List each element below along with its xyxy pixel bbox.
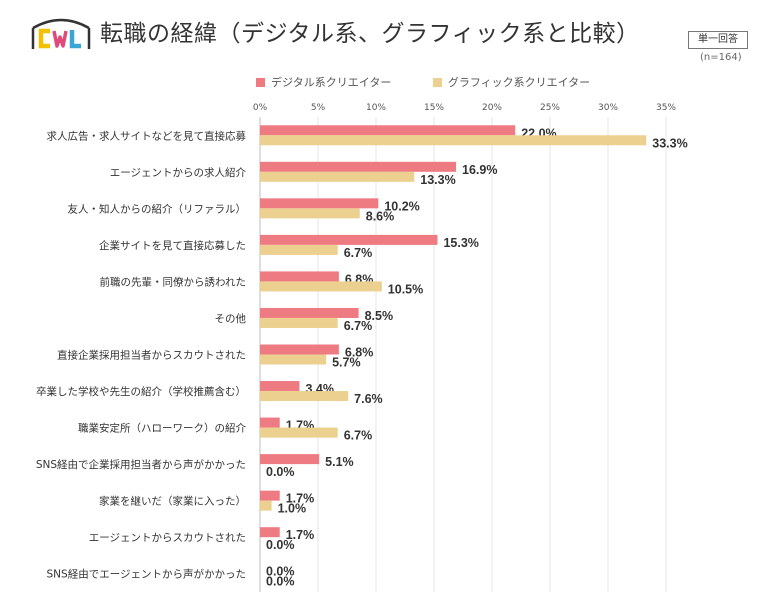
bar-graphic — [260, 317, 338, 328]
bar-digital — [260, 417, 280, 428]
legend-swatch-digital — [256, 77, 265, 87]
category-label: 友人・知人からの紹介（リファラル） — [68, 202, 247, 215]
data-label: 6.8% — [345, 346, 374, 360]
data-label: 8.6% — [366, 209, 395, 223]
x-tick-label: 25% — [540, 103, 560, 113]
category-label: 直接企業採用担当者からスカウトされた — [57, 349, 246, 362]
category-label: エージェントからスカウトされた — [89, 532, 246, 544]
legend-item-graphic: グラフィック系クリエイター — [432, 74, 591, 90]
category-label: エージェントからの求人紹介 — [110, 166, 247, 179]
data-label: 15.3% — [443, 236, 478, 250]
data-label: 6.7% — [344, 429, 373, 443]
page-title: 転職の経緯（デジタル系、グラフィック系と比較） — [100, 21, 640, 47]
bar-graphic — [260, 427, 338, 438]
category-label: SNS経由でエージェントから声がかかった — [47, 568, 246, 581]
bar-digital — [260, 271, 339, 282]
category-label: SNS経由で企業採用担当者から声がかかった — [36, 458, 246, 471]
data-label: 10.2% — [384, 199, 419, 213]
bar-digital — [260, 198, 379, 209]
data-label: 10.5% — [388, 282, 423, 296]
bar-digital — [260, 161, 457, 172]
data-label: 0.0% — [266, 565, 295, 579]
bar-digital — [260, 234, 438, 245]
bar-digital — [260, 490, 280, 501]
chart-legend: デジタル系クリエイター グラフィック系クリエイター — [256, 74, 628, 90]
x-tick-label: 10% — [366, 103, 386, 113]
data-label: 6.7% — [344, 319, 373, 333]
bar-digital — [260, 454, 320, 465]
x-tick-label: 0% — [253, 103, 268, 113]
bar-graphic — [260, 244, 338, 255]
data-label: 5.1% — [325, 455, 354, 469]
bar-graphic — [260, 354, 327, 365]
data-label: 0.0% — [266, 465, 295, 479]
legend-label-graphic: グラフィック系クリエイター — [447, 76, 591, 89]
data-label: 16.9% — [462, 163, 497, 177]
category-label: 卒業した学校や先生の紹介（学校推薦含む） — [36, 385, 246, 398]
x-tick-label: 20% — [482, 103, 502, 113]
bar-graphic — [260, 500, 272, 511]
cwl-logo — [31, 18, 91, 49]
category-label: 職業安定所（ハローワーク）の紹介 — [78, 422, 246, 435]
data-label: 5.7% — [332, 356, 361, 370]
category-label: その他 — [215, 312, 247, 325]
data-label: 7.6% — [354, 392, 383, 406]
data-label: 0.0% — [266, 575, 295, 589]
bar-digital — [260, 344, 339, 355]
data-label: 0.0% — [266, 538, 295, 552]
bar-digital — [260, 381, 300, 392]
data-label: 1.0% — [278, 502, 307, 516]
answer-type-badge: 単一回答 — [688, 31, 748, 49]
sample-size: (n=164) — [700, 52, 742, 63]
data-label: 13.3% — [420, 173, 455, 187]
category-label: 求人広告・求人サイトなどを見て直接応募 — [47, 129, 247, 142]
bar-digital — [260, 125, 516, 136]
bar-digital — [260, 527, 280, 538]
bar-graphic — [260, 171, 415, 182]
legend-label-digital: デジタル系クリエイター — [271, 76, 392, 89]
bar-graphic — [260, 391, 349, 402]
data-label: 8.5% — [365, 309, 394, 323]
category-label: 企業サイトを見て直接応募した — [99, 239, 246, 252]
x-tick-label: 30% — [598, 103, 618, 113]
data-label: 1.7% — [286, 492, 315, 506]
x-tick-label: 5% — [311, 103, 326, 113]
category-label: 前職の先輩・同僚から誘われた — [100, 275, 246, 288]
legend-item-digital: デジタル系クリエイター — [256, 74, 391, 90]
data-label: 33.3% — [652, 136, 687, 150]
category-label: 家業を継いだ（家業に入った） — [99, 495, 246, 508]
bar-digital — [260, 307, 359, 318]
x-tick-label: 15% — [424, 103, 444, 113]
bar-graphic — [260, 281, 382, 292]
data-label: 1.7% — [286, 528, 315, 542]
bar-graphic — [260, 208, 360, 219]
data-label: 6.7% — [344, 246, 373, 260]
bar-graphic — [260, 135, 647, 146]
x-tick-label: 35% — [656, 103, 676, 113]
legend-swatch-graphic — [432, 77, 442, 87]
